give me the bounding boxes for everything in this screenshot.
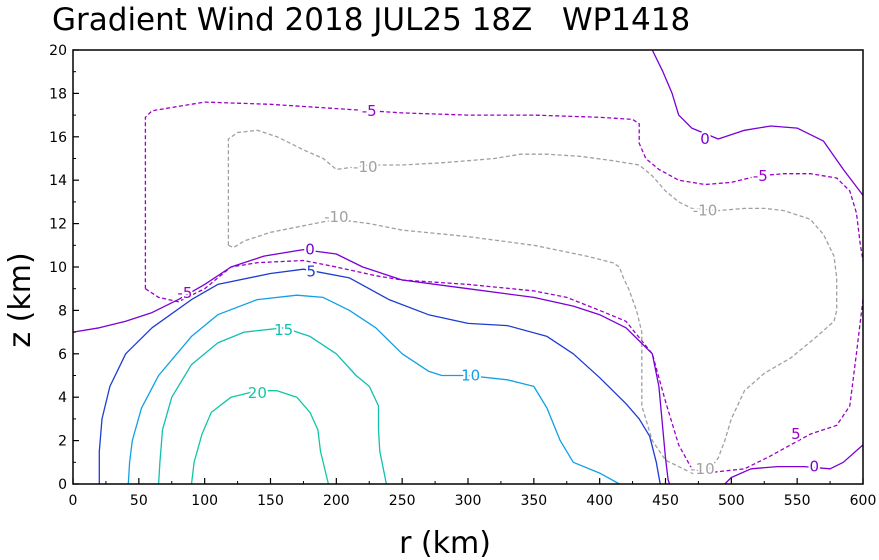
y-tick-label: 4 bbox=[58, 390, 67, 406]
contour-label: -10 bbox=[690, 460, 715, 478]
x-tick-label: 0 bbox=[69, 493, 78, 509]
x-tick-label: 250 bbox=[389, 493, 416, 509]
x-tick-label: 100 bbox=[191, 493, 218, 509]
x-tick-label: 50 bbox=[130, 493, 148, 509]
y-axis-label: z (km) bbox=[3, 252, 38, 347]
contour-lines bbox=[72, 49, 864, 485]
contour-label: -10 bbox=[324, 208, 349, 226]
x-tick-label: 600 bbox=[850, 493, 877, 509]
contour-label: -5 bbox=[753, 167, 768, 185]
contour-m10_top bbox=[227, 129, 838, 474]
x-tick-label: 150 bbox=[257, 493, 284, 509]
y-tick-label: 12 bbox=[49, 217, 67, 233]
contour-label: 20 bbox=[248, 384, 267, 402]
contour-c0_upper bbox=[651, 49, 864, 196]
contour-c5 bbox=[98, 268, 661, 485]
contour-m5_outer bbox=[144, 101, 864, 289]
contour-c20 bbox=[190, 390, 330, 485]
contour-c15 bbox=[157, 327, 388, 485]
y-tick-label: 20 bbox=[49, 43, 67, 59]
x-axis: 0 50 100 150 200 250 300 350 400 450 500 550 600 bbox=[69, 478, 877, 509]
contour-m10_bottom bbox=[228, 218, 699, 476]
contour-c0_lower bbox=[724, 444, 864, 485]
y-tick-label: 16 bbox=[49, 130, 67, 146]
y-axis: 0 2 4 6 8 10 12 14 16 18 20 bbox=[49, 43, 79, 493]
contour-label: 0 bbox=[700, 130, 710, 148]
x-tick-label: 400 bbox=[586, 493, 613, 509]
chart-title: Gradient Wind 2018 JUL25 18Z WP1418 bbox=[52, 2, 690, 38]
x-tick-label: 500 bbox=[718, 493, 745, 509]
y-tick-label: 10 bbox=[49, 260, 67, 276]
contour-c0_main bbox=[72, 248, 671, 485]
x-tick-label: 350 bbox=[520, 493, 547, 509]
y-tick-label: 8 bbox=[58, 303, 67, 319]
x-tick-label: 550 bbox=[784, 493, 811, 509]
contour-m5_inner bbox=[145, 259, 864, 474]
x-tick-label: 300 bbox=[455, 493, 482, 509]
contour-label: 10 bbox=[461, 367, 480, 385]
y-tick-label: 0 bbox=[58, 477, 67, 493]
contour-label: -5 bbox=[362, 102, 377, 120]
contour-label: 5 bbox=[791, 425, 801, 443]
contour-label: 0 bbox=[810, 458, 820, 476]
y-tick-label: 2 bbox=[58, 434, 67, 450]
x-axis-label: r (km) bbox=[399, 526, 491, 560]
y-tick-label: 14 bbox=[49, 173, 67, 189]
contour-label: 5 bbox=[307, 262, 317, 280]
y-tick-label: 18 bbox=[49, 86, 67, 102]
x-tick-label: 450 bbox=[652, 493, 679, 509]
contour-label: -5 bbox=[177, 284, 192, 302]
contour-c10 bbox=[127, 294, 620, 485]
contour-label: 15 bbox=[274, 321, 293, 339]
x-tick-label: 200 bbox=[323, 493, 350, 509]
contour-label: -10 bbox=[693, 202, 718, 220]
contour-label: -10 bbox=[353, 158, 378, 176]
contour-label: 0 bbox=[305, 241, 315, 259]
y-tick-label: 6 bbox=[58, 347, 67, 363]
